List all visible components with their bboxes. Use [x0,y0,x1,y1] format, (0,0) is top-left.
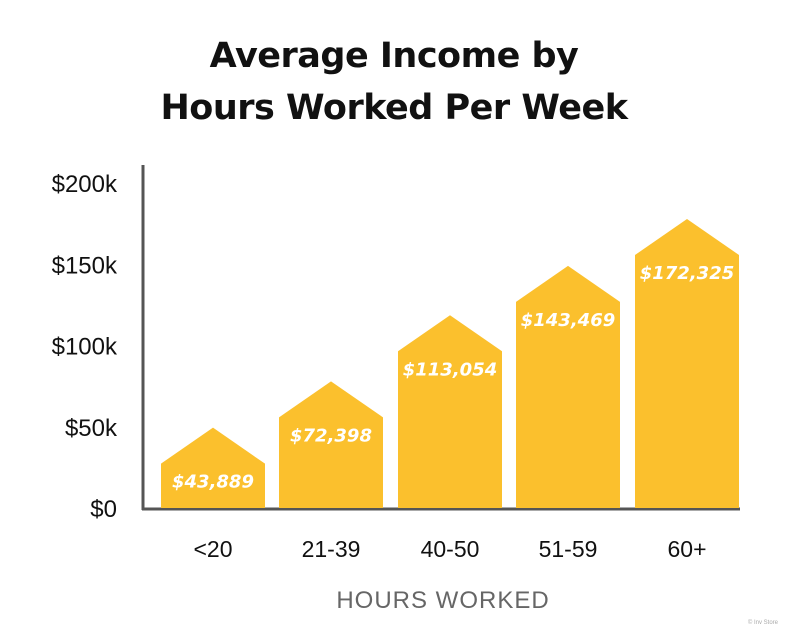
chart-title-line-2: Hours Worked Per Week [160,88,628,128]
y-tick-label: $150k [52,252,118,279]
bar-60+ [635,218,739,509]
chart-title-line-1: Average Income by [209,36,579,76]
x-tick-label: 40-50 [421,536,480,562]
chart-title: Average Income by Hours Worked Per Week [0,30,788,134]
x-tick-label: 21-39 [302,536,361,562]
x-tick-label: 60+ [667,536,706,562]
bar-21-39 [279,381,383,508]
y-tick-label: $200k [52,171,118,198]
y-tick-label: $0 [90,496,117,523]
bar-value-label: $172,325 [640,263,735,284]
bar-value-label: $43,889 [172,472,254,493]
bar-value-label: $113,054 [403,359,498,380]
x-tick-label: 51-59 [539,536,598,562]
bar-40-50 [398,315,502,508]
x-axis-title: HOURS WORKED [336,587,549,614]
bar-51-59 [516,265,620,508]
bar-<20 [161,427,265,508]
credit-text: © Inv Store [748,619,779,626]
x-tick-label: <20 [193,536,232,562]
bar-value-label: $143,469 [521,310,616,331]
y-tick-label: $100k [52,334,118,361]
bar-value-label: $72,398 [290,425,372,446]
y-tick-label: $50k [65,415,118,442]
